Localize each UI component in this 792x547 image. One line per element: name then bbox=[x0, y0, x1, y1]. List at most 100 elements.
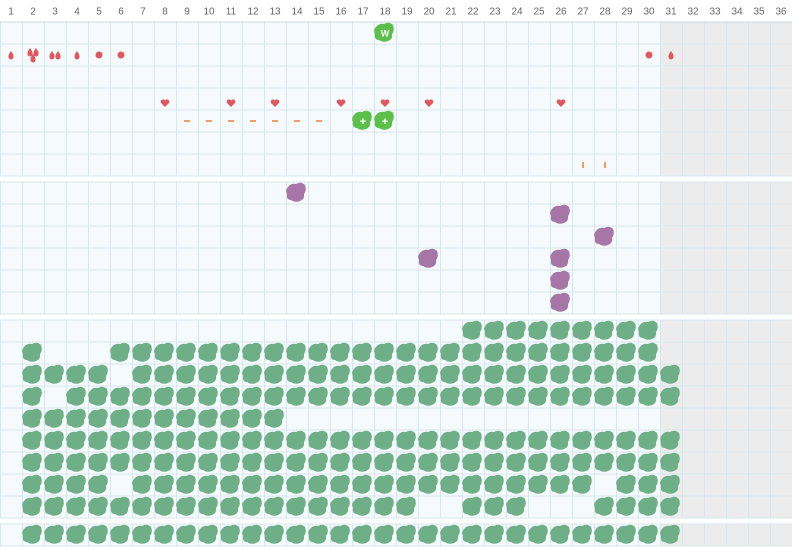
cell-blob bbox=[506, 364, 526, 384]
cell-blob bbox=[594, 496, 614, 516]
dot-icon bbox=[117, 51, 125, 59]
cell-blob bbox=[220, 452, 240, 472]
cell-blob bbox=[22, 524, 42, 544]
cell-blob bbox=[220, 524, 240, 544]
cell-blob bbox=[594, 452, 614, 472]
cell-blob bbox=[396, 342, 416, 362]
cell-blob bbox=[198, 452, 218, 472]
badge-plus: + bbox=[382, 116, 388, 128]
cell-blob bbox=[506, 320, 526, 340]
cell-blob bbox=[66, 474, 86, 494]
cell-blob bbox=[374, 342, 394, 362]
cell-blob bbox=[462, 342, 482, 362]
cell-blob bbox=[110, 496, 130, 516]
cell-blob bbox=[88, 430, 108, 450]
cell-blob bbox=[594, 386, 614, 406]
cell-blob bbox=[198, 474, 218, 494]
column-label: 1 bbox=[8, 7, 14, 18]
cell-blob bbox=[66, 452, 86, 472]
cell-blob bbox=[550, 248, 570, 268]
cell-blob bbox=[154, 430, 174, 450]
cell-blob bbox=[242, 364, 262, 384]
cell-blob bbox=[220, 386, 240, 406]
cell-blob bbox=[572, 386, 592, 406]
cell-blob bbox=[418, 452, 438, 472]
cell-blob bbox=[286, 342, 306, 362]
column-label: 18 bbox=[379, 7, 391, 18]
column-label: 20 bbox=[423, 7, 435, 18]
heart-icon bbox=[270, 99, 280, 107]
column-label: 5 bbox=[96, 7, 102, 18]
cell-blob bbox=[132, 474, 152, 494]
cell-blob bbox=[330, 430, 350, 450]
cell-blob bbox=[528, 452, 548, 472]
column-label: 2 bbox=[30, 7, 36, 18]
cell-blob bbox=[88, 452, 108, 472]
cell-blob bbox=[154, 364, 174, 384]
drop-icon bbox=[8, 51, 14, 60]
cell-blob bbox=[88, 496, 108, 516]
cell-blob bbox=[506, 474, 526, 494]
cell-blob bbox=[374, 22, 394, 42]
cell-blob bbox=[110, 524, 130, 544]
cell-blob bbox=[110, 430, 130, 450]
cell-blob bbox=[352, 524, 372, 544]
cell-blob bbox=[308, 342, 328, 362]
badge-w: W bbox=[381, 28, 390, 38]
cell-blob bbox=[44, 474, 64, 494]
cell-blob bbox=[506, 342, 526, 362]
cell-blob bbox=[264, 364, 284, 384]
cell-blob bbox=[286, 524, 306, 544]
cell-blob bbox=[176, 342, 196, 362]
cell-blob bbox=[44, 408, 64, 428]
cell-blob bbox=[660, 524, 680, 544]
drop-icon bbox=[27, 48, 33, 57]
cell-blob bbox=[220, 342, 240, 362]
heart-icon bbox=[424, 99, 434, 107]
cell-blob bbox=[330, 524, 350, 544]
cell-blob bbox=[660, 386, 680, 406]
cell-blob bbox=[242, 452, 262, 472]
cell-blob bbox=[616, 474, 636, 494]
cell-blob bbox=[110, 342, 130, 362]
cell-blob bbox=[352, 496, 372, 516]
cell-blob bbox=[66, 408, 86, 428]
cell-blob bbox=[44, 524, 64, 544]
cell-blob bbox=[242, 430, 262, 450]
cell-blob bbox=[66, 496, 86, 516]
cell-blob bbox=[594, 320, 614, 340]
cell-blob bbox=[286, 452, 306, 472]
column-label: 8 bbox=[162, 7, 168, 18]
cell-blob bbox=[264, 342, 284, 362]
cell-blob bbox=[198, 430, 218, 450]
cell-blob bbox=[22, 364, 42, 384]
dot-icon bbox=[645, 51, 653, 59]
cell-blob bbox=[286, 430, 306, 450]
cell-blob bbox=[220, 408, 240, 428]
cell-blob bbox=[286, 496, 306, 516]
cell-blob bbox=[528, 342, 548, 362]
column-label: 13 bbox=[269, 7, 281, 18]
cell-blob bbox=[396, 386, 416, 406]
cell-blob bbox=[616, 320, 636, 340]
cell-blob bbox=[44, 364, 64, 384]
cell-blob bbox=[308, 386, 328, 406]
cell-blob bbox=[638, 496, 658, 516]
heart-icon bbox=[226, 99, 236, 107]
cell-blob bbox=[572, 320, 592, 340]
cell-blob bbox=[506, 452, 526, 472]
cell-blob bbox=[506, 386, 526, 406]
cell-blob bbox=[374, 110, 394, 130]
cell-blob bbox=[242, 474, 262, 494]
column-label: 16 bbox=[335, 7, 347, 18]
cell-blob bbox=[176, 474, 196, 494]
cell-blob bbox=[638, 386, 658, 406]
cell-blob bbox=[396, 496, 416, 516]
cell-blob bbox=[352, 452, 372, 472]
cell-blob bbox=[528, 474, 548, 494]
column-label: 32 bbox=[687, 7, 699, 18]
cell-blob bbox=[550, 364, 570, 384]
heart-icon bbox=[380, 99, 390, 107]
column-label: 9 bbox=[184, 7, 190, 18]
cell-blob bbox=[484, 524, 504, 544]
